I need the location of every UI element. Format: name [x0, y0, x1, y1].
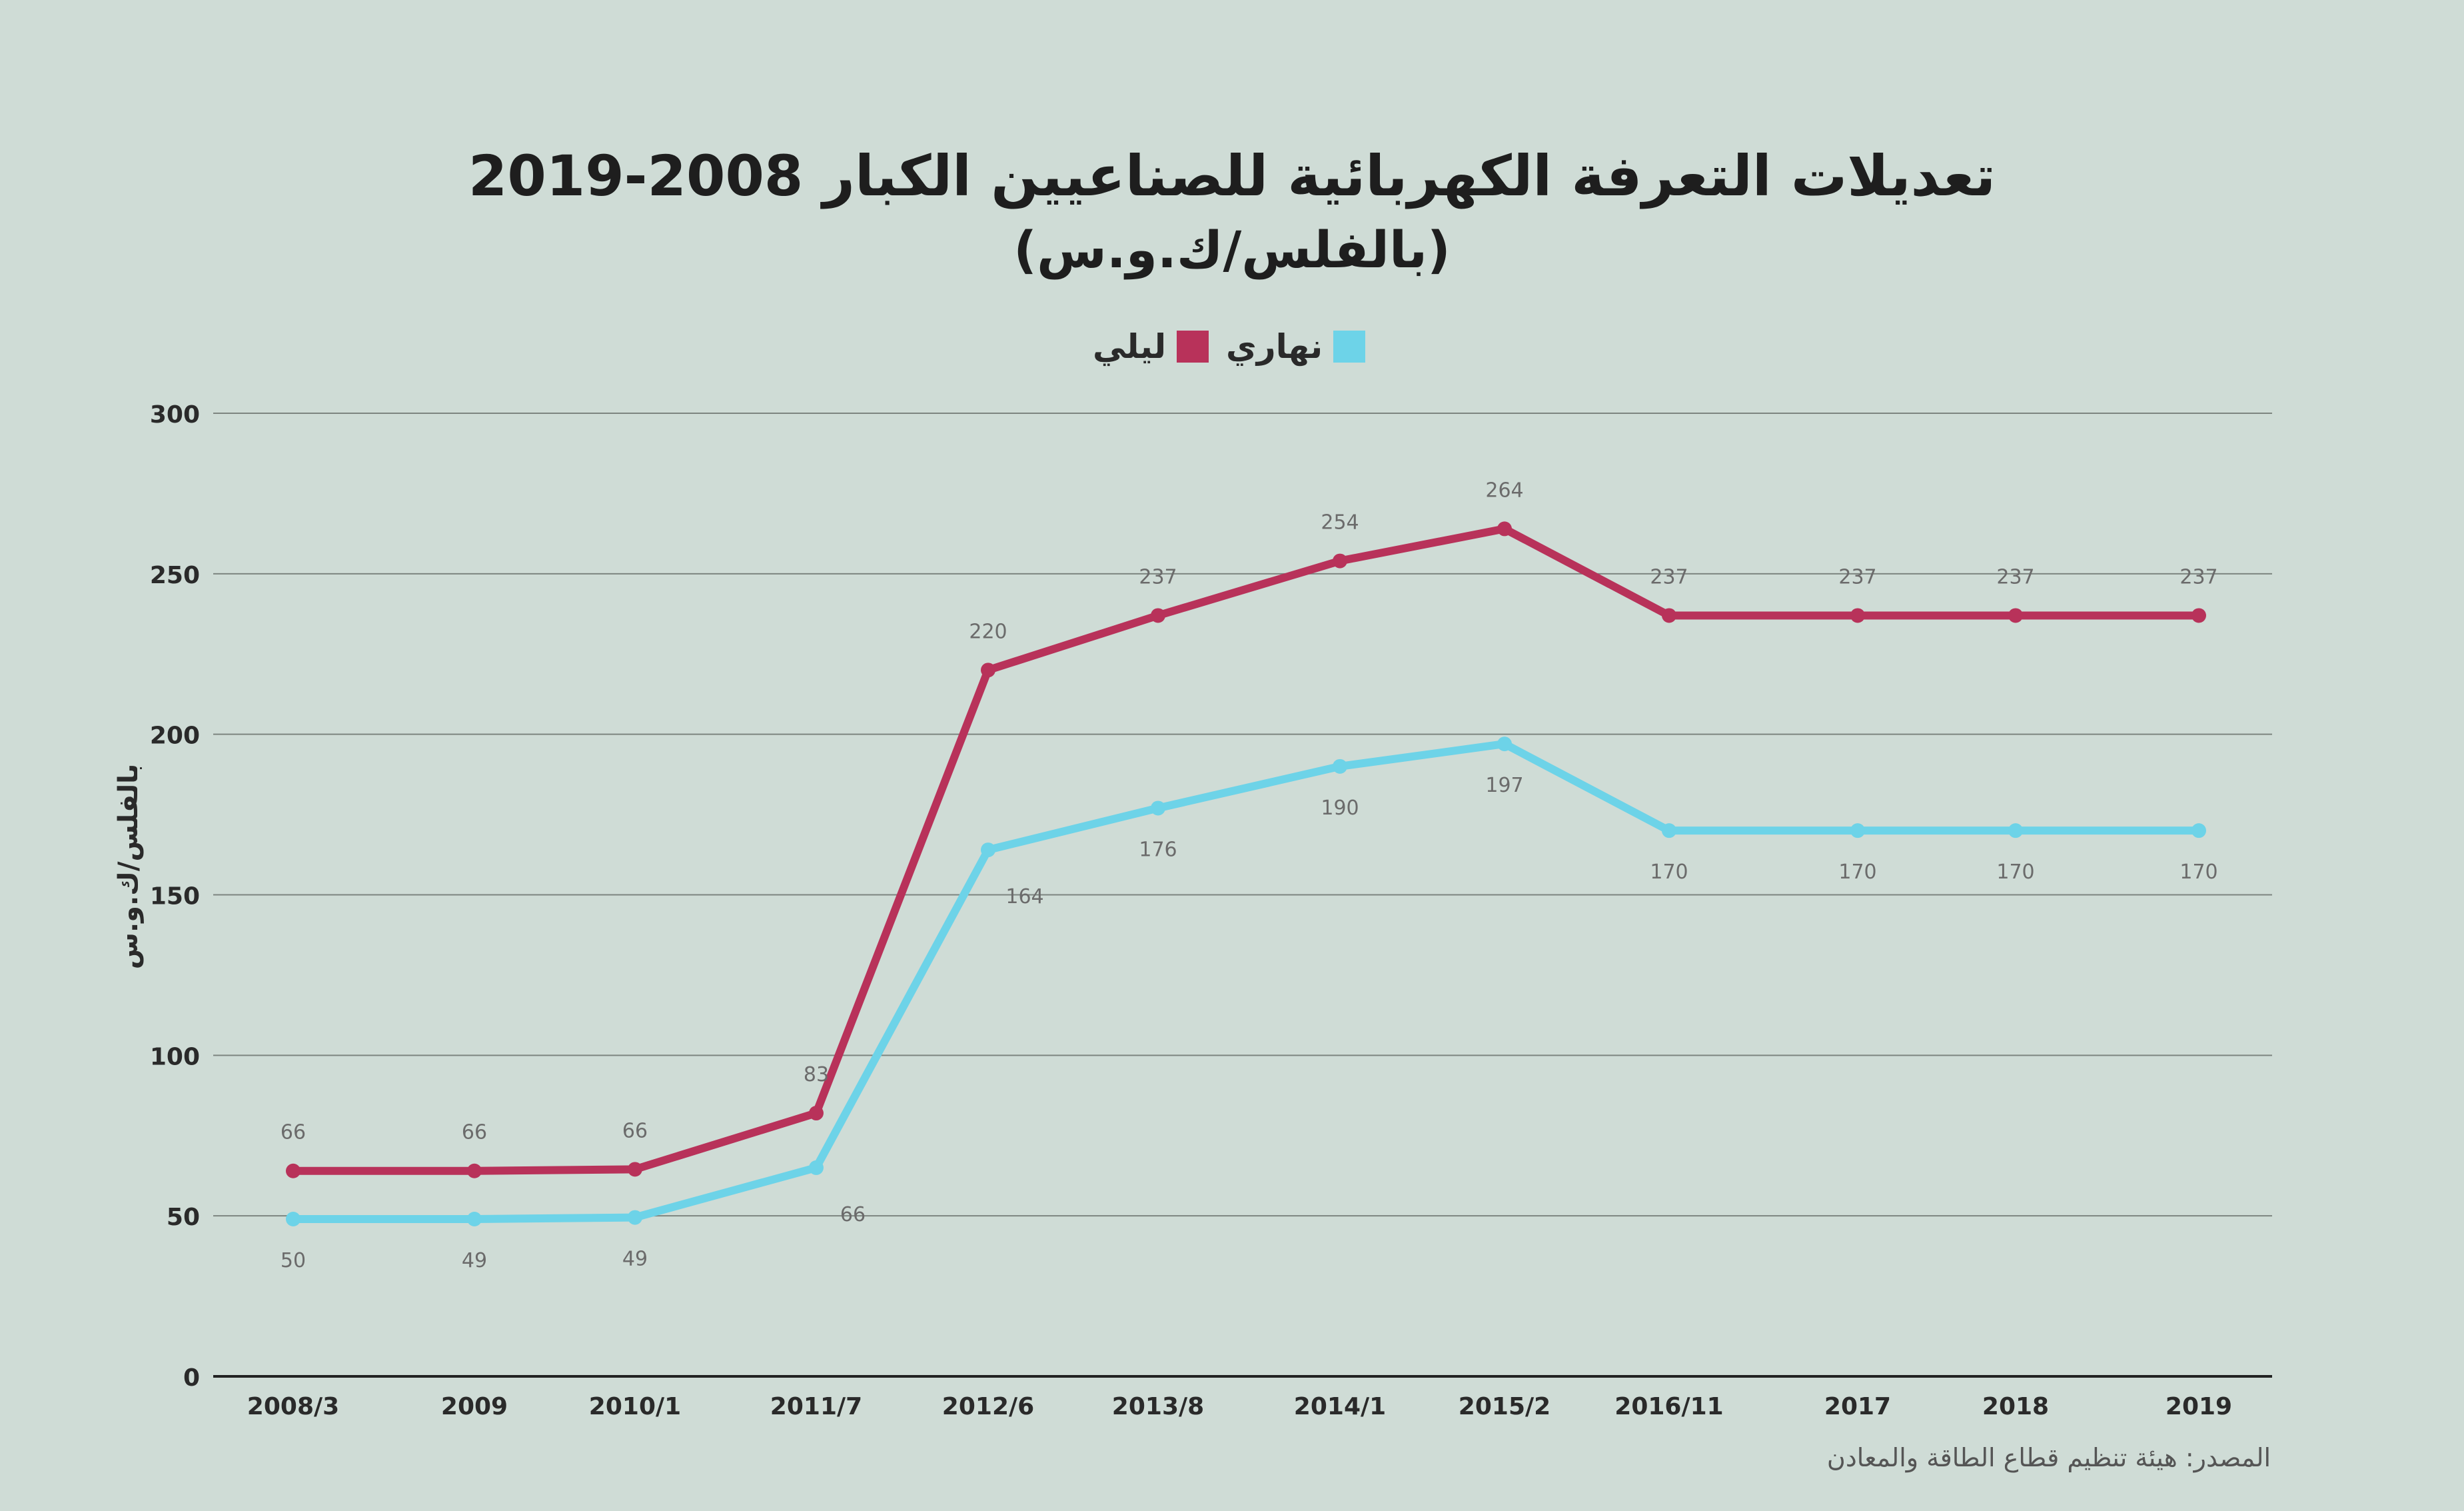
series-layer [286, 521, 2206, 1226]
y-tick-label: 150 [150, 883, 200, 910]
data-label-day: 49 [462, 1249, 487, 1272]
data-label-day: 190 [1321, 796, 1359, 820]
data-point-night [2191, 608, 2206, 623]
data-point-day [1850, 823, 1865, 838]
data-point-day [1333, 758, 1347, 774]
data-point-day [1151, 800, 1165, 816]
data-point-night [981, 663, 995, 678]
data-label-day: 66 [840, 1203, 866, 1226]
data-label-night: 237 [1139, 565, 1177, 589]
data-label-day: 170 [2179, 860, 2217, 884]
legend-swatch-day [1333, 331, 1366, 363]
source-note: المصدر: هيئة تنظيم قطاع الطاقة والمعادن [1826, 1443, 2271, 1472]
data-point-night [1850, 608, 1865, 623]
data-label-night: 254 [1321, 511, 1359, 535]
data-label-day: 170 [1838, 860, 1876, 884]
y-tick-label: 0 [183, 1364, 200, 1392]
x-tick-label: 2009 [441, 1393, 508, 1420]
legend-item-night: ليلي [1093, 327, 1209, 367]
data-point-day [628, 1210, 642, 1225]
data-point-night [809, 1106, 824, 1121]
data-label-night: 237 [2179, 565, 2217, 589]
gridlines [213, 413, 2272, 1378]
data-label-night: 237 [1838, 565, 1876, 589]
x-tick-label: 2019 [2165, 1393, 2232, 1420]
y-tick-label: 100 [150, 1043, 200, 1070]
data-label-night: 83 [804, 1063, 829, 1086]
data-point-day [2008, 823, 2023, 838]
data-point-night [1662, 608, 1676, 623]
data-label-day: 176 [1139, 838, 1177, 861]
data-point-night [1151, 608, 1165, 623]
data-label-night: 66 [281, 1121, 306, 1144]
chart-title: تعديلات التعرفة الكهربائية للصناعيين الك… [468, 143, 1996, 209]
data-point-night [1333, 553, 1347, 569]
data-label-night: 220 [969, 620, 1007, 643]
y-tick-label: 250 [150, 562, 200, 589]
x-tick-label: 2010/1 [589, 1393, 681, 1420]
y-axis-ticks: 0 50 100 150 200 250 300 [150, 401, 200, 1392]
data-point-day [467, 1211, 482, 1226]
data-label-night: 237 [1650, 565, 1688, 589]
data-point-day [981, 842, 995, 858]
data-point-day [2191, 823, 2206, 838]
data-label-day: 170 [1996, 860, 2034, 884]
data-point-night [628, 1162, 642, 1177]
x-axis-ticks: 2008/3 2009 2010/1 2011/7 2012/6 2013/8 2014/1… [247, 1393, 2232, 1420]
data-point-night [286, 1163, 301, 1178]
x-tick-label: 2012/6 [942, 1393, 1034, 1420]
data-point-day [286, 1211, 301, 1226]
legend-label-night: ليلي [1093, 327, 1167, 366]
legend-item-day: نهاري [1226, 327, 1366, 367]
chart-subtitle: (بالفلس/ك.و.س) [1013, 220, 1451, 279]
series-line-day [289, 740, 2203, 1223]
x-tick-label: 2008/3 [247, 1393, 339, 1420]
y-tick-label: 300 [150, 401, 200, 429]
data-label-day: 164 [1005, 885, 1043, 908]
data-point-night [1497, 521, 1512, 537]
x-tick-label: 2018 [1982, 1393, 2049, 1420]
data-point-day [1662, 823, 1676, 838]
data-label-day: 197 [1485, 774, 1523, 797]
data-label-night: 66 [622, 1119, 648, 1142]
data-label-night: 264 [1485, 479, 1523, 502]
x-tick-label: 2016/11 [1614, 1393, 1723, 1420]
legend-label-day: نهاري [1226, 327, 1323, 366]
x-tick-label: 2014/1 [1294, 1393, 1386, 1420]
data-labels: 66 66 66 83 220 237 254 264 237 237 237 237 50 49 49 66… [281, 479, 2218, 1272]
data-label-day: 170 [1650, 860, 1688, 884]
data-point-day [809, 1160, 824, 1175]
data-label-day: 49 [622, 1248, 648, 1271]
y-tick-label: 200 [150, 723, 200, 750]
x-tick-label: 2017 [1824, 1393, 1891, 1420]
data-label-night: 66 [462, 1121, 487, 1144]
y-axis-label: بالفلس/ك.و.س [113, 763, 144, 970]
y-tick-label: 50 [167, 1204, 200, 1231]
data-label-night: 237 [1996, 565, 2034, 589]
legend-swatch-night [1177, 331, 1209, 363]
x-tick-label: 2015/2 [1459, 1393, 1550, 1420]
data-label-day: 50 [281, 1249, 306, 1272]
data-point-night [2008, 608, 2023, 623]
x-tick-label: 2011/7 [770, 1393, 862, 1420]
series-line-night [289, 525, 2203, 1175]
data-point-night [467, 1163, 482, 1178]
x-tick-label: 2013/8 [1112, 1393, 1204, 1420]
data-point-day [1497, 737, 1512, 752]
